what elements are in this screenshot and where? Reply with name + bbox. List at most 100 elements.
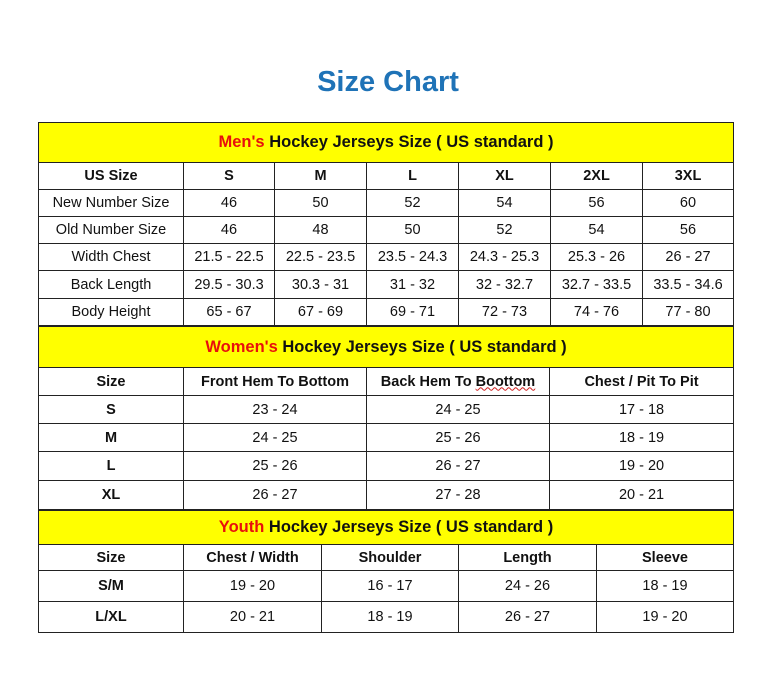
- cell-text: 54: [496, 195, 513, 211]
- cell-text: L: [106, 458, 116, 474]
- table-cell: 25 - 26: [366, 423, 550, 452]
- cell-text: S: [106, 401, 116, 418]
- table-cell: 48: [274, 216, 367, 244]
- cell-text: 29.5 - 30.3: [194, 276, 264, 293]
- table-cell: 19 - 20: [595, 601, 735, 633]
- cell-text: 22.5 - 23.5: [285, 249, 356, 265]
- cell-text: 48: [312, 222, 329, 238]
- cell-text: 23 - 24: [252, 401, 298, 418]
- cell-text: 26 - 27: [435, 458, 481, 474]
- cell-text: 30.3 - 31: [291, 276, 350, 293]
- table-cell: 77 - 80: [642, 298, 734, 326]
- table-cell: Width Chest: [38, 243, 184, 271]
- table-row: L 25 - 26 26 - 27 19 - 20: [38, 451, 735, 481]
- cell-text: Chest / Width: [206, 549, 299, 566]
- table-cell: 56: [642, 216, 734, 244]
- cell-text: M: [104, 429, 118, 446]
- table-row: New Number Size 46 50 52 54 56 60: [38, 189, 734, 217]
- table-cell: 26 - 27: [458, 601, 597, 633]
- mens-label: Men's: [218, 133, 265, 151]
- cell-text: 18 - 19: [367, 609, 413, 625]
- table-cell: 18 - 19: [595, 570, 735, 602]
- table-cell: 65 - 67: [183, 298, 275, 326]
- youth-size-table: Youth Hockey Jerseys Size ( US standard …: [37, 510, 735, 633]
- column-header: S: [183, 162, 275, 190]
- cell-text: 26 - 27: [504, 609, 551, 625]
- table-cell: 32.7 - 33.5: [550, 270, 643, 299]
- header-row: Size Front Hem To Bottom Back Hem To Boott…: [38, 367, 735, 396]
- table-cell: 74 - 76: [550, 298, 643, 326]
- mens-section-heading: Men's Hockey Jerseys Size ( US standard …: [38, 122, 734, 163]
- table-cell: 46: [183, 216, 275, 244]
- table-cell: S/M: [38, 570, 184, 602]
- cell-text: 33.5 - 34.6: [653, 276, 723, 293]
- cell-text: 18 - 19: [642, 578, 688, 594]
- table-cell: 17 - 18: [548, 395, 735, 424]
- column-header: Front Hem To Bottom: [183, 367, 367, 396]
- cell-text: L: [408, 168, 417, 184]
- cell-text: 25.3 - 26: [567, 249, 626, 265]
- cell-text: Width Chest: [71, 249, 151, 265]
- mens-size-table: Men's Hockey Jerseys Size ( US standard …: [38, 122, 734, 326]
- column-header: Shoulder: [321, 544, 459, 571]
- table-cell: 23.5 - 24.3: [366, 243, 459, 271]
- cell-text: 32.7 - 33.5: [561, 276, 632, 293]
- cell-text: S/M: [98, 578, 124, 594]
- table-cell: Old Number Size: [38, 216, 184, 244]
- cell-text: 52: [404, 195, 421, 211]
- cell-text: 16 - 17: [367, 578, 413, 594]
- table-cell: 25.3 - 26: [550, 243, 643, 271]
- cell-text: Length: [503, 549, 552, 566]
- womens-section-heading: Women's Hockey Jerseys Size ( US standar…: [37, 326, 735, 368]
- column-header: Length: [458, 544, 597, 571]
- table-cell: 21.5 - 22.5: [183, 243, 275, 271]
- cell-text: 21.5 - 22.5: [194, 249, 264, 265]
- column-header: Sleeve: [595, 544, 735, 571]
- cell-text: US Size: [84, 168, 138, 184]
- cell-text: New Number Size: [52, 195, 170, 211]
- cell-text: Old Number Size: [55, 222, 167, 238]
- cell-text: 32 - 32.7: [475, 276, 534, 293]
- column-header: Size: [38, 367, 184, 396]
- table-cell: Body Height: [38, 298, 184, 326]
- table-cell: S: [38, 395, 184, 424]
- table-cell: 56: [550, 189, 643, 217]
- cell-text: 17 - 18: [618, 401, 665, 418]
- cell-text: Chest / Pit To Pit: [584, 373, 699, 390]
- cell-text: 25 - 26: [435, 429, 481, 446]
- table-cell: 32 - 32.7: [458, 270, 551, 299]
- cell-text: M: [314, 168, 327, 184]
- table-cell: 52: [366, 189, 459, 217]
- column-header: 3XL: [642, 162, 734, 190]
- cell-text: 46: [220, 222, 238, 238]
- table-row: Body Height 65 - 67 67 - 69 69 - 71 72 - 73 7…: [38, 298, 734, 326]
- table-cell: 16 - 17: [321, 570, 459, 602]
- table-cell: 23 - 24: [183, 395, 367, 424]
- table-cell: 46: [183, 189, 275, 217]
- cell-text: Size: [96, 549, 126, 566]
- table-cell: 31 - 32: [366, 270, 459, 299]
- cell-text: 77 - 80: [665, 304, 711, 320]
- header-row: Size Chest / Width Shoulder Length Sleeve: [38, 544, 735, 571]
- cell-text: 50: [312, 195, 329, 211]
- column-header: 2XL: [550, 162, 643, 190]
- table-row: M 24 - 25 25 - 26 18 - 19: [38, 423, 735, 452]
- cell-text: 69 - 71: [389, 304, 436, 320]
- cell-text: 19 - 20: [618, 458, 665, 474]
- table-cell: M: [38, 423, 184, 452]
- table-cell: New Number Size: [38, 189, 184, 217]
- cell-text: 54: [588, 222, 605, 238]
- cell-text: 18 - 19: [618, 429, 665, 446]
- cell-text: 46: [220, 195, 238, 211]
- table-cell: 52: [458, 216, 551, 244]
- table-cell: L: [38, 451, 184, 481]
- table-cell: 25 - 26: [183, 451, 367, 481]
- cell-text: Sleeve: [642, 549, 688, 566]
- column-header: Chest / Pit To Pit: [548, 367, 735, 396]
- table-row: Old Number Size 46 48 50 52 54 56: [38, 216, 734, 244]
- table-row: XL 26 - 27 27 - 28 20 - 21: [38, 480, 735, 510]
- size-chart: Men's Hockey Jerseys Size ( US standard …: [37, 122, 735, 633]
- cell-text: 52: [496, 222, 513, 238]
- cell-text: 26 - 27: [665, 249, 711, 265]
- section-heading-text: Hockey Jerseys Size ( US standard ): [264, 518, 554, 536]
